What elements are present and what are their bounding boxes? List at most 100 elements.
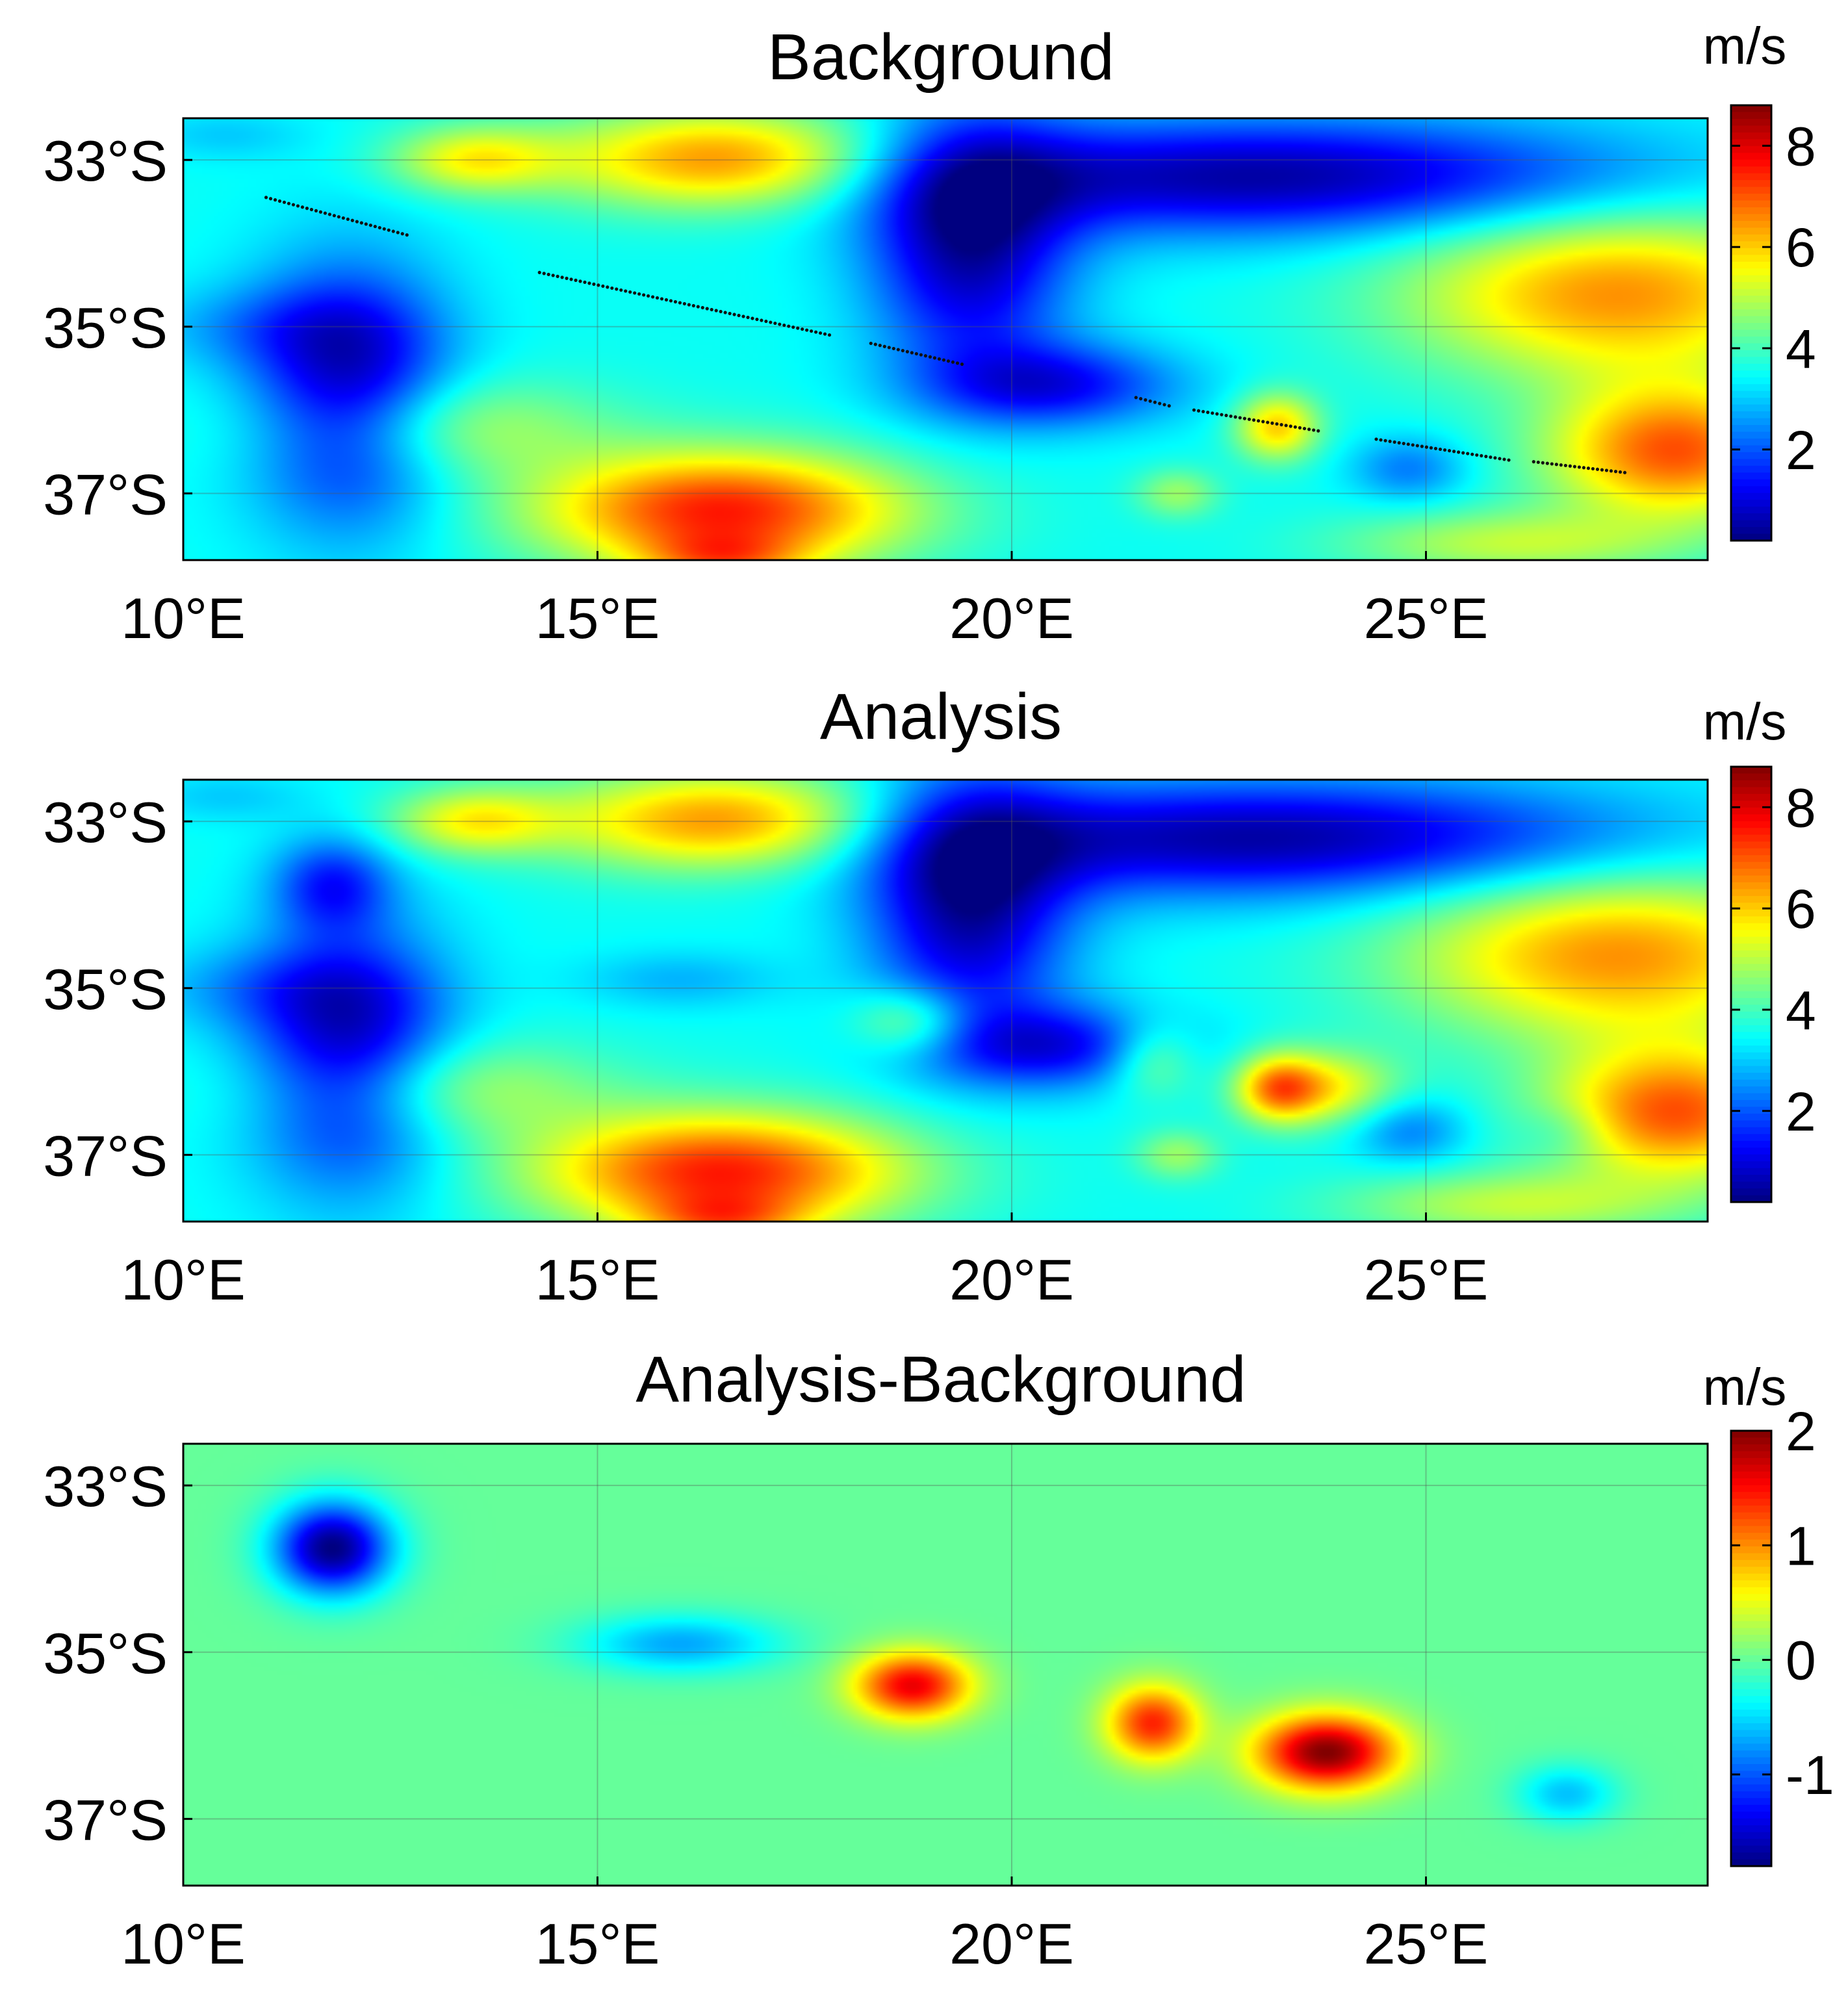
heatmap-field xyxy=(183,780,1708,1222)
track-point xyxy=(277,199,282,203)
track-point xyxy=(264,196,268,199)
colorbar-segment xyxy=(1731,1750,1771,1758)
track-point xyxy=(382,227,386,231)
track-point xyxy=(946,359,951,363)
track-point xyxy=(896,348,900,352)
track-point xyxy=(814,330,818,334)
colorbar-segment xyxy=(1731,800,1771,808)
colorbar-segment xyxy=(1731,411,1771,419)
colorbar-segment xyxy=(1731,493,1771,501)
track-point xyxy=(405,233,409,237)
colorbar-segment xyxy=(1731,1763,1771,1772)
colorbar-segment xyxy=(1731,227,1771,235)
track-point xyxy=(601,284,605,288)
track-point xyxy=(1429,446,1433,450)
colorbar-segment xyxy=(1731,1737,1771,1745)
track-point xyxy=(606,285,610,289)
colorbar-segment xyxy=(1731,1628,1771,1636)
colorbar-segment xyxy=(1731,1539,1771,1547)
track-point xyxy=(1541,461,1545,465)
colorbar-segment xyxy=(1731,234,1771,242)
track-point xyxy=(387,228,391,232)
colorbar-segment xyxy=(1731,767,1771,775)
track-point xyxy=(624,289,628,293)
track-point xyxy=(696,305,700,309)
track-point xyxy=(1489,455,1493,459)
colorbar-segment xyxy=(1731,180,1771,188)
track-point xyxy=(391,229,395,233)
y-tick-label: 33°S xyxy=(43,790,168,854)
colorbar-segment xyxy=(1731,1113,1771,1121)
colorbar-segment xyxy=(1731,1107,1771,1114)
track-point xyxy=(569,277,573,281)
colorbar-segment xyxy=(1731,916,1771,924)
panel-analysis: Analysis m/s 10°E 15°E 20°E 25°E 33°S 35°S 37°… xyxy=(43,680,1816,1312)
colorbar-segment xyxy=(1731,261,1771,270)
colorbar-segment xyxy=(1731,1175,1771,1183)
plot-frame xyxy=(182,117,1709,561)
track-point xyxy=(1206,411,1210,415)
colorbar-segment xyxy=(1731,431,1771,439)
colorbar-segment xyxy=(1731,472,1771,480)
colorbar-segment xyxy=(1731,1512,1771,1520)
colorbar-unit: m/s xyxy=(1703,1358,1787,1416)
colorbar-segment xyxy=(1731,118,1771,127)
track-point xyxy=(942,358,946,362)
colorbar-segment xyxy=(1731,533,1771,541)
track-point xyxy=(300,205,305,209)
track-point xyxy=(546,272,550,276)
colorbar-segment xyxy=(1731,132,1771,140)
track-point xyxy=(818,331,823,335)
track-point xyxy=(1466,452,1470,455)
colorbar-segment xyxy=(1731,1168,1771,1176)
colorbar-segment xyxy=(1731,1777,1771,1786)
colorbar-segment xyxy=(1731,855,1771,863)
colorbar-segment xyxy=(1731,1559,1771,1568)
colorbar-segment xyxy=(1731,1086,1771,1094)
colorbar-tick-label: -1 xyxy=(1786,1745,1834,1806)
colorbar-segment xyxy=(1731,1784,1771,1792)
colorbar-segment xyxy=(1731,834,1771,843)
track-point xyxy=(719,309,723,314)
colorbar-segment xyxy=(1731,288,1771,297)
colorbar-segment xyxy=(1731,787,1771,795)
colorbar-segment xyxy=(1731,173,1771,181)
track-point xyxy=(282,200,287,204)
colorbar-segment xyxy=(1731,500,1771,507)
colorbar-segment xyxy=(1731,139,1771,147)
track-point xyxy=(1316,429,1320,433)
colorbar-segment xyxy=(1731,1621,1771,1629)
colorbar-segment xyxy=(1731,1812,1771,1819)
track-point xyxy=(823,332,827,336)
colorbar-segment xyxy=(1731,882,1771,890)
track-point xyxy=(905,350,909,353)
colorbar-frame xyxy=(1730,104,1773,542)
track-point xyxy=(887,346,891,350)
panel-background: Background m/s 10°E 15°E 20°E 25°E 33°S 35°S 3… xyxy=(43,17,1816,650)
colorbar-tick-label: 1 xyxy=(1786,1515,1816,1576)
colorbar-segment xyxy=(1731,841,1771,849)
colorbar-tick-label: 8 xyxy=(1786,116,1816,177)
colorbar-segment xyxy=(1731,930,1771,938)
colorbar-segment xyxy=(1731,1099,1771,1108)
track-point xyxy=(892,346,895,351)
colorbar-segment xyxy=(1731,1444,1771,1452)
x-tick-label: 10°E xyxy=(121,1248,246,1312)
colorbar-segment xyxy=(1731,1140,1771,1149)
colorbar-segment xyxy=(1731,1147,1771,1155)
track-point xyxy=(1613,470,1618,474)
colorbar-segment xyxy=(1731,1120,1771,1128)
track-point xyxy=(373,224,377,229)
colorbar-segment xyxy=(1731,309,1771,317)
colorbar-segment xyxy=(1731,329,1771,337)
colorbar-segment xyxy=(1731,991,1771,999)
colorbar-segment xyxy=(1731,1195,1771,1203)
track-point xyxy=(1623,470,1627,474)
track-point xyxy=(1238,416,1242,420)
track-point xyxy=(1586,467,1590,470)
colorbar-segment xyxy=(1731,214,1771,222)
colorbar-segment xyxy=(1731,486,1771,494)
colorbar-segment xyxy=(1731,943,1771,951)
x-tick-label: 20°E xyxy=(949,586,1074,650)
colorbar-segment xyxy=(1731,357,1771,365)
